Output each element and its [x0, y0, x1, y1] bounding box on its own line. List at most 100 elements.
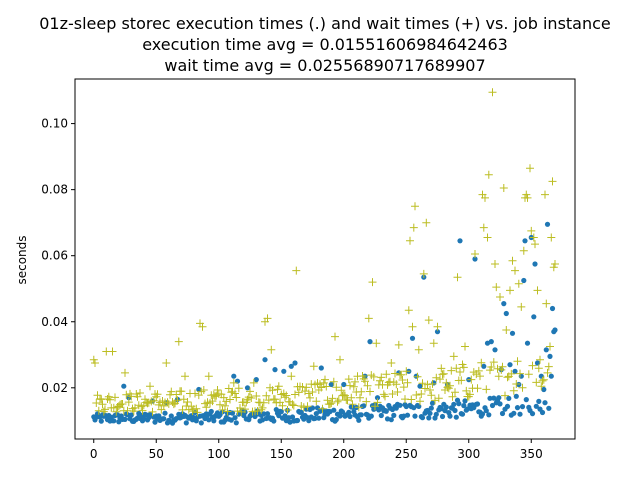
execution-time-point [272, 367, 278, 373]
execution-time-point [532, 261, 538, 267]
execution-time-point [489, 402, 496, 409]
execution-time-point [198, 420, 204, 426]
wait-time-point [424, 316, 433, 325]
wait-time-point [513, 357, 522, 366]
wait-time-point [202, 403, 211, 412]
execution-time-point [316, 415, 322, 421]
wait-time-point [122, 390, 131, 399]
execution-time-point [439, 413, 446, 420]
wait-time-point [221, 401, 229, 410]
wait-time-point [524, 370, 533, 379]
execution-time-point [513, 393, 519, 399]
wait-time-point [404, 306, 413, 315]
wait-time-point [334, 396, 343, 405]
wait-time-point [397, 370, 406, 379]
execution-time-point [378, 412, 384, 419]
wait-time-point [89, 355, 98, 364]
wait-time-point [281, 393, 289, 402]
execution-time-point [517, 411, 523, 417]
execution-time-point [483, 408, 489, 414]
plot-frame [74, 78, 576, 440]
chart-title-line-2: execution time avg = 0.01551606984642463 [142, 35, 508, 54]
execution-time-point [486, 412, 492, 418]
execution-time-point [541, 386, 547, 393]
wait-time-point [379, 390, 388, 399]
plot-area [89, 88, 559, 426]
wait-time-point [484, 170, 493, 179]
wait-time-point [148, 407, 157, 416]
execution-time-point [501, 301, 507, 307]
wait-time-point [302, 383, 311, 392]
wait-time-point [388, 390, 397, 398]
wait-time-point [294, 388, 303, 397]
execution-time-point [228, 417, 234, 423]
execution-time-point [367, 339, 373, 345]
wait-time-point [432, 373, 441, 382]
wait-time-point [312, 397, 321, 406]
x-axis: 0 50 100 150 200 250 300 350 [90, 439, 543, 461]
execution-time-point [506, 395, 512, 401]
wait-time-point [492, 283, 501, 292]
execution-time-point [491, 395, 497, 401]
wait-time-point [373, 398, 382, 407]
execution-time-point [346, 409, 352, 415]
execution-time-point [333, 417, 339, 423]
wait-time-point [174, 337, 183, 346]
wait-time-point [253, 407, 262, 415]
execution-time-point [519, 404, 526, 410]
execution-time-point [196, 386, 202, 393]
execution-time-point [544, 221, 551, 227]
execution-time-point [208, 408, 214, 415]
execution-time-point [496, 395, 502, 401]
wait-time-point [252, 392, 261, 400]
wait-time-point [368, 278, 377, 287]
execution-time-point [122, 416, 128, 422]
execution-time-point [514, 405, 521, 411]
wait-time-point [146, 382, 154, 391]
wait-time-point [318, 404, 327, 413]
wait-time-point [91, 359, 99, 367]
execution-time-point [521, 277, 527, 284]
wait-time-point [216, 400, 224, 409]
wait-time-point [438, 370, 447, 379]
execution-time-point [539, 409, 546, 416]
wait-time-point [271, 395, 279, 404]
wait-time-point [247, 394, 256, 402]
wait-time-point [172, 390, 181, 399]
wait-time-point [263, 314, 272, 323]
wait-time-point [457, 376, 466, 385]
wait-time-point [403, 378, 412, 387]
wait-time-point [498, 362, 507, 371]
wait-time-point [198, 322, 207, 331]
execution-time-point [479, 411, 486, 417]
wait-time-point [351, 377, 359, 386]
wait-time-point [366, 387, 374, 396]
execution-time-point [524, 340, 531, 346]
wait-time-point [506, 286, 514, 295]
execution-time-point [276, 413, 282, 419]
wait-time-point [429, 339, 438, 348]
execution-time-point [523, 397, 529, 403]
execution-time-point [264, 411, 271, 417]
wait-time-point [241, 405, 249, 414]
wait-time-point [316, 380, 324, 389]
wait-time-point [193, 408, 202, 417]
wait-time-point [213, 386, 222, 394]
execution-time-point [162, 410, 168, 416]
execution-time-point [461, 403, 467, 409]
wait-time-point [332, 383, 341, 392]
wait-time-point [476, 372, 484, 381]
execution-time-point [331, 407, 337, 413]
execution-time-point [497, 401, 503, 407]
wait-time-point [434, 394, 443, 403]
wait-time-point [322, 382, 331, 391]
wait-time-point [363, 381, 372, 390]
wait-time-point [474, 366, 483, 375]
wait-time-point [377, 373, 386, 382]
wait-time-point [509, 386, 518, 395]
wait-time-point [109, 403, 118, 412]
x-tick-label: 350 [520, 447, 543, 461]
wait-time-point [246, 387, 254, 396]
wait-time-point [111, 393, 119, 402]
